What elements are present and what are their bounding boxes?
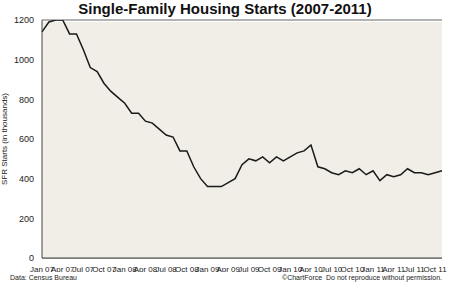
svg-text:1000: 1000 xyxy=(14,55,34,65)
html-text:Single-Family Housing Starts (: Single-Family Housing Starts (2007-2011) xyxy=(78,0,372,17)
svg-text:600: 600 xyxy=(19,134,34,144)
svg-text:Apr 09: Apr 09 xyxy=(216,265,240,272)
svg-text:800: 800 xyxy=(19,95,34,105)
svg-text:400: 400 xyxy=(19,174,34,184)
svg-text:1200: 1200 xyxy=(14,15,34,25)
svg-text:Oct 11: Oct 11 xyxy=(424,265,442,272)
svg-text:200: 200 xyxy=(19,214,34,224)
svg-text:Apr 07: Apr 07 xyxy=(51,265,75,272)
svg-text:Apr 08: Apr 08 xyxy=(134,265,158,272)
html-text:©ChartForce Do not reproduce w: ©ChartForce Do not reproduce without per… xyxy=(282,274,442,281)
svg-text:Apr 11: Apr 11 xyxy=(382,265,406,272)
svg-text:0: 0 xyxy=(29,253,34,263)
svg-text:Apr 10: Apr 10 xyxy=(299,265,323,272)
html-text:Data: Census Bureau: Data: Census Bureau xyxy=(10,274,77,281)
svg-text:SFR Starts (in thousands): SFR Starts (in thousands) xyxy=(8,93,9,185)
svg-text:Jul 11: Jul 11 xyxy=(404,265,425,272)
